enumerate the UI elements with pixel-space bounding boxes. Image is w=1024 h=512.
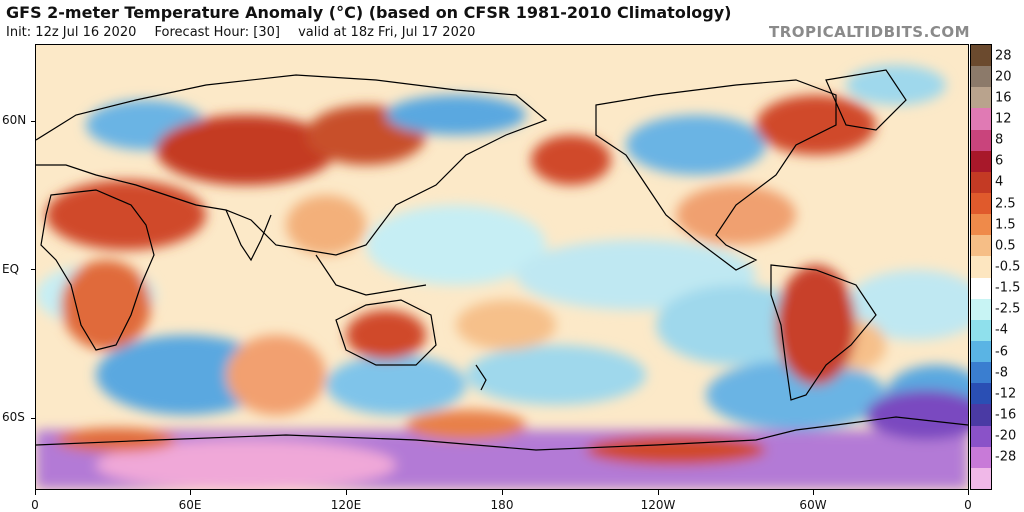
- lat-label-60s: 60S: [2, 410, 25, 424]
- legend-swatch: [971, 340, 991, 363]
- legend-label: -6: [995, 344, 1008, 360]
- legend-swatch: [971, 425, 991, 447]
- legend-label: 8: [995, 132, 1004, 148]
- legend-swatch: [971, 192, 991, 215]
- legend-swatch: [971, 87, 991, 109]
- lat-label-60n: 60N: [2, 113, 27, 127]
- lon-label-60e: 60E: [178, 498, 202, 512]
- lon-tick-120e: [346, 490, 347, 495]
- lon-label-120w: 120W: [640, 498, 676, 512]
- lon-label-0-east: 0: [964, 498, 972, 512]
- valid-time: valid at 18z Fri, Jul 17 2020: [298, 25, 476, 40]
- lon-label-60w: 60W: [799, 498, 827, 512]
- legend-label: -28: [995, 449, 1017, 465]
- legend-swatch: [971, 362, 991, 384]
- lat-tick-60n: [31, 121, 35, 122]
- legend-label: -8: [995, 365, 1008, 381]
- legend-label: -0.5: [995, 259, 1021, 275]
- lon-tick-0-east: [968, 490, 969, 495]
- map-title: GFS 2-meter Temperature Anomaly (°C) (ba…: [6, 3, 732, 22]
- legend-label: 1.5: [995, 217, 1016, 233]
- legend-swatch: [971, 108, 991, 130]
- legend-swatch: [971, 319, 991, 341]
- legend-swatch: [971, 383, 991, 405]
- lon-label-180: 180: [490, 498, 514, 512]
- lon-tick-120w: [658, 490, 659, 495]
- legend-swatch: [971, 277, 991, 299]
- legend-label: 16: [995, 90, 1012, 106]
- legend-swatch: [971, 446, 991, 468]
- forecast-hour: Forecast Hour: [30]: [154, 25, 280, 40]
- anomaly-map: [35, 44, 969, 490]
- init-time: Init: 12z Jul 16 2020: [6, 25, 137, 40]
- legend-swatch: [971, 171, 991, 193]
- legend-swatch: [971, 256, 991, 278]
- run-info: Init: 12z Jul 16 2020 Forecast Hour: [30…: [6, 25, 489, 40]
- legend-label: 12: [995, 111, 1012, 127]
- legend-label: -4: [995, 322, 1008, 338]
- legend-swatch: [971, 129, 991, 151]
- color-scale-legend: [970, 44, 992, 490]
- anomaly-map-canvas: [36, 45, 968, 489]
- legend-swatch: [971, 150, 991, 172]
- legend-label: 2.5: [995, 196, 1016, 212]
- lon-tick-0: [35, 490, 36, 495]
- lon-label-120e: 120E: [330, 498, 362, 512]
- legend-label: 6: [995, 153, 1004, 169]
- lon-label-0: 0: [31, 498, 39, 512]
- legend-label: 0.5: [995, 238, 1016, 254]
- legend-swatch: [971, 214, 991, 236]
- legend-label: 20: [995, 69, 1012, 85]
- lat-tick-eq: [31, 269, 35, 270]
- legend-label: -1.5: [995, 280, 1021, 296]
- legend-swatch: [971, 298, 991, 320]
- legend-swatch: [971, 45, 991, 67]
- coastlines: [36, 69, 968, 451]
- legend-label: -12: [995, 386, 1017, 402]
- brand-watermark: TROPICALTIDBITS.COM: [769, 23, 970, 41]
- legend-label: -16: [995, 407, 1017, 423]
- lon-tick-60e: [190, 490, 191, 495]
- lon-tick-180: [502, 490, 503, 495]
- legend-swatch: [971, 66, 991, 88]
- legend-swatch: [971, 404, 991, 426]
- legend-swatch: [971, 235, 991, 257]
- lat-label-eq: EQ: [2, 262, 20, 276]
- lat-tick-60s: [31, 418, 35, 419]
- legend-label: 28: [995, 48, 1012, 64]
- legend-swatch: [971, 467, 991, 489]
- legend-label: 4: [995, 174, 1004, 190]
- lon-tick-60w: [813, 490, 814, 495]
- legend-label: -20: [995, 428, 1017, 444]
- legend-label: -2.5: [995, 301, 1021, 317]
- anomaly-field: [36, 65, 968, 489]
